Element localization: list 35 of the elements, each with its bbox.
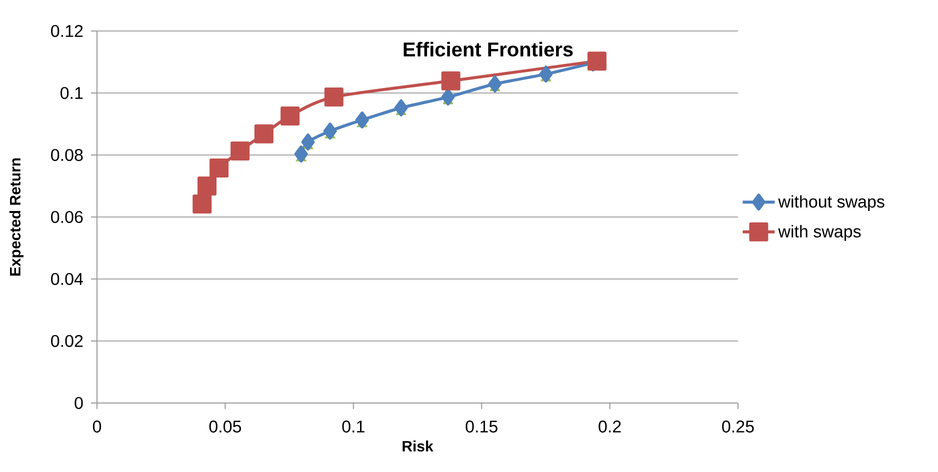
y-tick-label: 0 — [74, 396, 83, 410]
point — [441, 88, 455, 106]
y-tick-label: 0.08 — [51, 148, 83, 162]
point — [323, 122, 337, 140]
point — [254, 124, 274, 144]
point — [488, 76, 502, 93]
y-tick-label: 0.12 — [51, 24, 83, 38]
chart-title: Efficient Frontiers — [404, 42, 573, 57]
x-tick-label: 0 — [92, 420, 102, 433]
x-tick-label: 0.1 — [342, 420, 364, 433]
point — [587, 52, 606, 71]
y-tick-label: 0.04 — [51, 272, 83, 286]
point — [324, 88, 344, 107]
point — [280, 106, 300, 126]
point — [210, 158, 229, 178]
y-axis-title: Expected Return — [9, 158, 24, 276]
x-tick-label: 0.15 — [466, 420, 498, 433]
point — [230, 141, 250, 160]
x-tick-label: 0.05 — [209, 420, 242, 433]
y-tick-label: 0.06 — [51, 210, 83, 224]
point — [192, 194, 212, 214]
legend-label: without swaps — [778, 195, 884, 212]
point — [539, 66, 553, 83]
point — [355, 111, 369, 128]
y-tick-label: 0.1 — [60, 86, 83, 100]
point — [394, 99, 408, 116]
x-tick-label: 0.25 — [722, 420, 754, 433]
point — [441, 71, 460, 90]
point — [294, 146, 308, 163]
legend-label: with swaps — [778, 225, 861, 241]
point — [197, 176, 216, 196]
y-tick-label: 0.02 — [51, 334, 83, 348]
x-axis-title: Risk — [402, 440, 434, 452]
x-tick-label: 0.2 — [598, 420, 621, 433]
point — [301, 133, 315, 150]
